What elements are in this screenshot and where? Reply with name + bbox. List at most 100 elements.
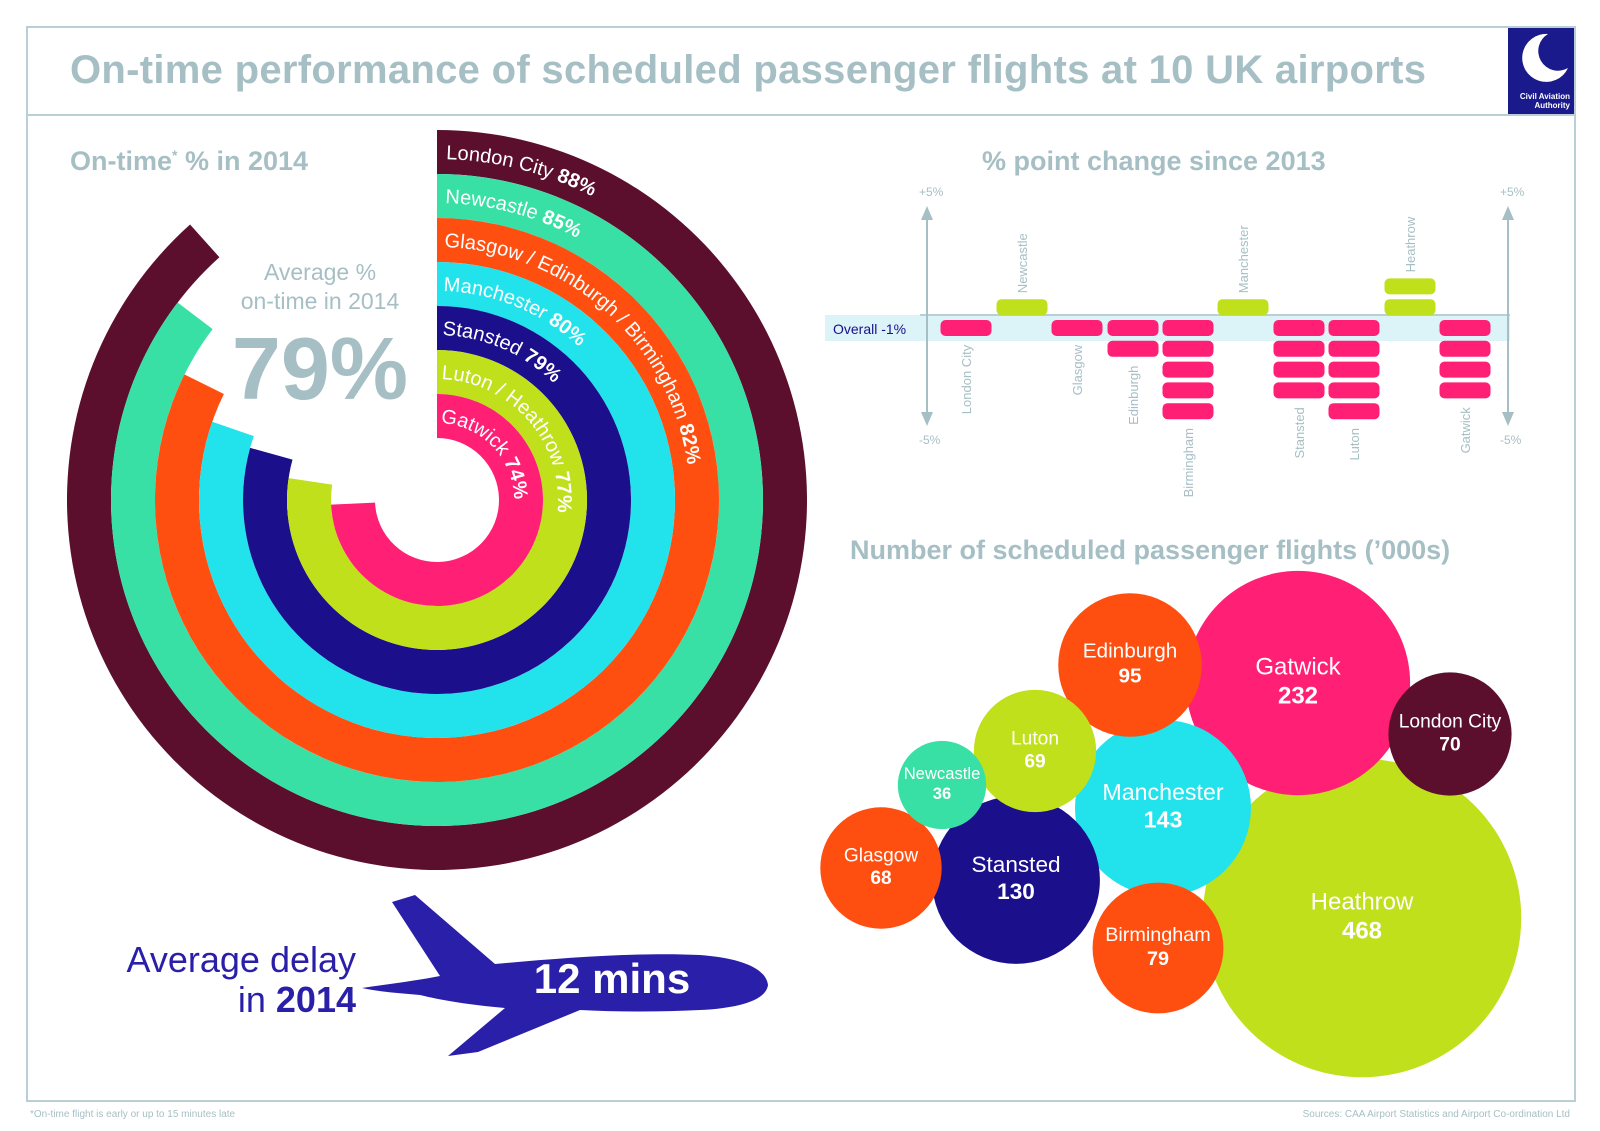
change-bar-birmingham xyxy=(1162,382,1214,399)
bubble-luton xyxy=(973,689,1097,813)
bubble-name: Gatwick xyxy=(1255,654,1341,681)
bubble-edinburgh xyxy=(1058,593,1202,737)
ontime-heading: On-time* % in 2014 xyxy=(70,146,308,177)
bubble-value: 79 xyxy=(1147,948,1169,970)
caa-logo: Civil Aviation Authority xyxy=(1508,28,1574,114)
change-bar-heathrow xyxy=(1384,299,1436,316)
change-category-label: Edinburgh xyxy=(1126,366,1141,425)
bubble-name: Birmingham xyxy=(1105,924,1211,946)
change-bar-manchester xyxy=(1217,299,1269,316)
logo-line-1: Civil Aviation xyxy=(1519,92,1570,101)
bubble-manchester xyxy=(1074,719,1252,897)
bubble-value: 95 xyxy=(1118,665,1141,688)
axis-bottom-label: -5% xyxy=(919,433,941,447)
change-bar-birmingham xyxy=(1162,340,1214,357)
average-ontime-label: Average % on-time in 2014 xyxy=(215,258,425,316)
bubble-value: 36 xyxy=(933,784,951,803)
delay-label-line-1: Average delay xyxy=(126,939,357,980)
change-category-label: Luton xyxy=(1347,428,1362,461)
change-bar-luton xyxy=(1328,340,1380,357)
infographic-frame xyxy=(26,26,1576,1102)
arrow-down-icon xyxy=(921,412,933,426)
change-category-label: Newcastle xyxy=(1015,233,1030,293)
bubble-name: Edinburgh xyxy=(1083,640,1178,663)
average-label-line-1: Average % xyxy=(263,259,377,285)
average-delay-label: Average delay in 2014 xyxy=(100,939,357,1020)
bubble-value: 232 xyxy=(1278,682,1318,709)
change-category-label: Stansted xyxy=(1292,407,1307,458)
change-category-label: Birmingham xyxy=(1181,428,1196,497)
ontime-heading-main: On-time xyxy=(70,146,173,176)
arrow-down-icon xyxy=(1502,412,1514,426)
change-bar-london-city xyxy=(940,320,992,336)
bubble-heathrow xyxy=(1202,758,1522,1078)
change-bar-stansted xyxy=(1273,382,1325,399)
axis-top-label: +5% xyxy=(919,185,944,199)
change-chart: Overall -1% +5% -5% +5% -5% London City Newcas… xyxy=(825,185,1525,497)
change-bar-birmingham xyxy=(1162,361,1214,378)
change-bar-birmingham xyxy=(1162,320,1214,336)
change-bar-gatwick xyxy=(1439,340,1491,357)
axis-top-label: +5% xyxy=(1500,185,1525,199)
bubble-birmingham xyxy=(1092,882,1224,1014)
logo-text: Civil Aviation Authority xyxy=(1520,92,1570,110)
average-ontime-value: 79% xyxy=(231,319,409,418)
bubble-value: 468 xyxy=(1342,917,1382,944)
radial-rings: London City 88%Newcastle 85%Glasgow / Ed… xyxy=(66,130,807,870)
source-note: Sources: CAA Airport Statistics and Airp… xyxy=(1302,1109,1570,1120)
bubble-value: 130 xyxy=(997,879,1035,904)
change-bar-gatwick xyxy=(1439,361,1491,378)
change-bar-gatwick xyxy=(1439,320,1491,336)
change-category-label: Gatwick xyxy=(1458,407,1473,454)
bubble-name: London City xyxy=(1399,711,1502,732)
ontime-heading-mark: * xyxy=(172,147,178,163)
footnote: *On-time flight is early or up to 15 min… xyxy=(30,1109,236,1120)
delay-label-year: 2014 xyxy=(275,979,356,1020)
plane-graphic: 12 mins xyxy=(362,895,768,1056)
change-category-label: Heathrow xyxy=(1403,216,1418,272)
change-bar-luton xyxy=(1328,382,1380,399)
bubble-value: 70 xyxy=(1439,734,1460,755)
arrow-up-icon xyxy=(921,206,933,220)
change-bar-gatwick xyxy=(1439,382,1491,399)
bubble-gatwick xyxy=(1185,570,1411,796)
change-bar-luton xyxy=(1328,320,1380,336)
bubble-value: 69 xyxy=(1024,751,1045,772)
change-bar-heathrow xyxy=(1384,278,1436,295)
average-delay-value: 12 mins xyxy=(534,955,690,1002)
change-bar-birmingham xyxy=(1162,403,1214,420)
plane-icon xyxy=(362,895,768,1056)
change-bar-luton xyxy=(1328,403,1380,420)
change-bar-edinburgh xyxy=(1107,320,1159,336)
bubble-name: Glasgow xyxy=(844,845,918,866)
bubble-stansted xyxy=(932,796,1100,964)
ring-luton-heathrow xyxy=(286,350,587,650)
title-bar xyxy=(26,26,1576,116)
bubble-name: Stansted xyxy=(971,852,1060,877)
change-bar-stansted xyxy=(1273,340,1325,357)
average-label-line-2: on-time in 2014 xyxy=(240,288,400,314)
change-bar-stansted xyxy=(1273,361,1325,378)
change-category-label: Manchester xyxy=(1236,225,1251,294)
flights-heading: Number of scheduled passenger flights (’… xyxy=(850,535,1451,565)
bubble-glasgow xyxy=(820,807,942,929)
change-bar-glasgow xyxy=(1051,320,1103,336)
change-bar-stansted xyxy=(1273,320,1325,336)
page-title: On-time performance of scheduled passeng… xyxy=(70,48,1427,92)
bubble-newcastle xyxy=(897,740,987,830)
change-heading: % point change since 2013 xyxy=(982,146,1326,176)
logo-line-2: Authority xyxy=(1534,101,1570,110)
change-bar-luton xyxy=(1328,361,1380,378)
bubble-london-city xyxy=(1388,672,1512,796)
bubble-name: Newcastle xyxy=(904,764,981,783)
bubble-value: 68 xyxy=(870,868,892,889)
bubble-value: 143 xyxy=(1144,807,1183,833)
change-category-label: Glasgow xyxy=(1070,344,1085,395)
ontime-heading-rest: % in 2014 xyxy=(177,146,309,176)
change-category-label: London City xyxy=(959,344,974,414)
delay-label-in: in xyxy=(237,979,266,1020)
overall-label: Overall -1% xyxy=(833,321,906,337)
bubble-name: Manchester xyxy=(1102,779,1223,805)
